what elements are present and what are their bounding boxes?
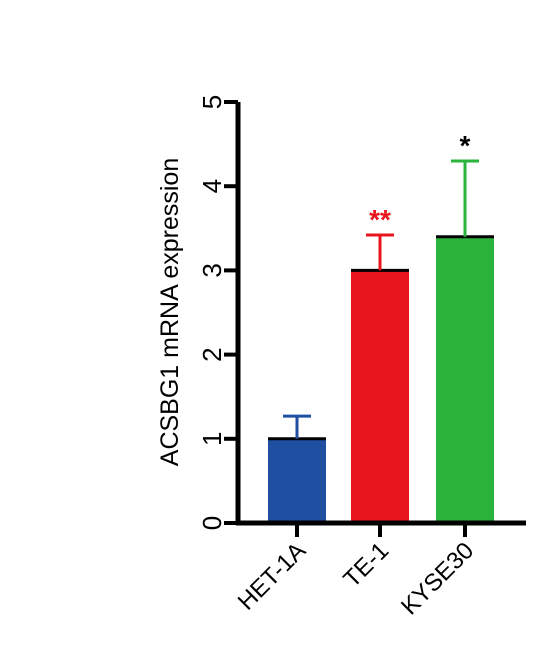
- y-tick-label: 4: [197, 179, 227, 193]
- y-tick-label: 0: [197, 516, 227, 530]
- y-tick-label: 1: [197, 432, 227, 446]
- bar-te-1: [351, 270, 409, 523]
- y-tick-label: 5: [197, 95, 227, 109]
- x-tick-label-kyse30: KYSE30: [396, 537, 479, 620]
- error-bars-layer: [283, 159, 479, 439]
- y-tick-label: 2: [197, 347, 227, 361]
- x-tick-label-te-1: TE-1: [338, 537, 394, 593]
- bars-layer: [268, 235, 494, 523]
- significance-marker-te-1: **: [369, 204, 391, 235]
- significance-marker-kyse30: *: [460, 130, 471, 161]
- bar-kyse30: [436, 236, 494, 523]
- y-ticks-layer: 0 1 2 3 4 5: [197, 95, 238, 530]
- bar-het-1a: [268, 438, 326, 523]
- y-axis-label: ACSBG1 mRNA expression: [156, 158, 184, 466]
- x-ticks-layer: HET-1A TE-1 KYSE30: [233, 523, 479, 620]
- x-tick-label-het-1a: HET-1A: [233, 537, 312, 616]
- significance-layer: ***: [369, 130, 470, 235]
- y-tick-label: 3: [197, 263, 227, 277]
